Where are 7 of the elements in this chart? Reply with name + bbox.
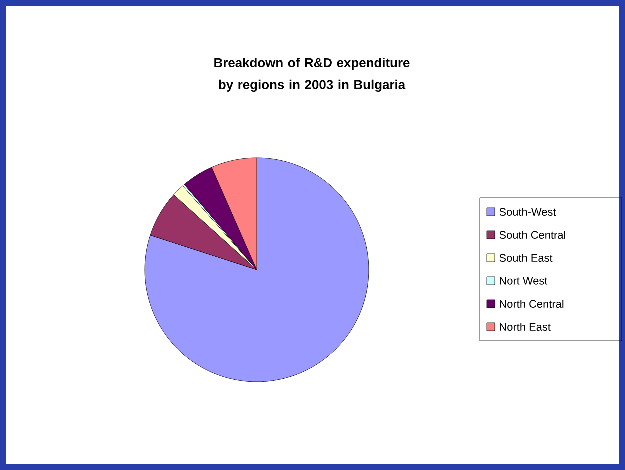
legend-label: Nort West bbox=[500, 277, 548, 285]
legend-label: South-West bbox=[500, 208, 556, 216]
chart-title: Breakdown of R&D expenditure by regions in 2003 in Bulgaria bbox=[214, 58, 410, 92]
legend-label: South East bbox=[500, 254, 553, 262]
legend-label: South Central bbox=[500, 230, 566, 240]
legend-label: North East bbox=[500, 322, 551, 332]
legend-label: North Central bbox=[500, 300, 564, 308]
